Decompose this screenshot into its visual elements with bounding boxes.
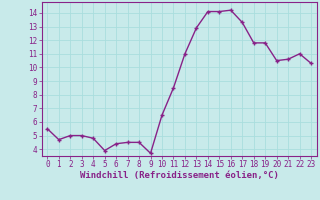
X-axis label: Windchill (Refroidissement éolien,°C): Windchill (Refroidissement éolien,°C) [80, 171, 279, 180]
